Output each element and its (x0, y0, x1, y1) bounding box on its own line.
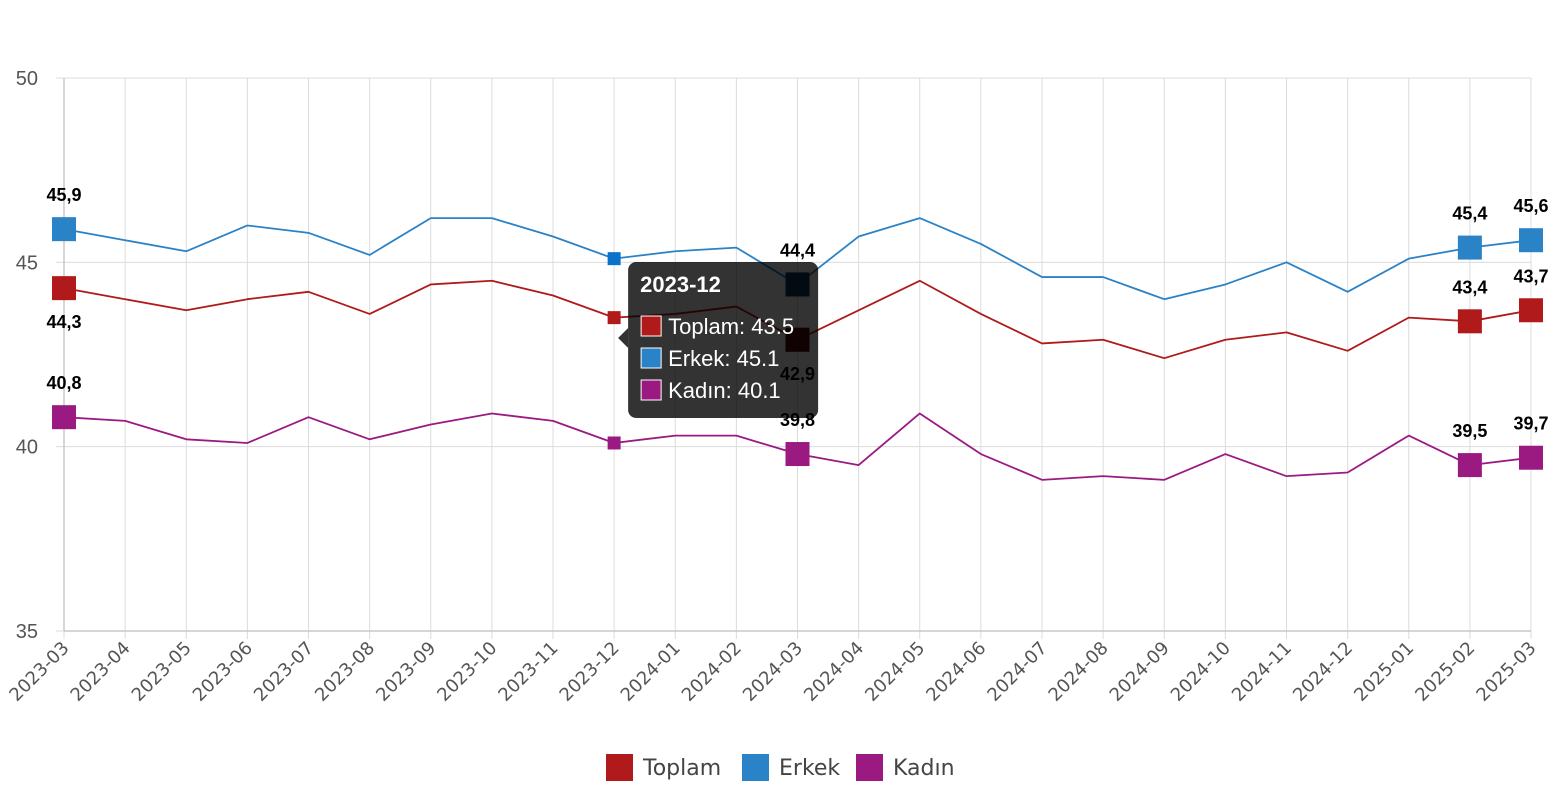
x-tick-label: 2023-05 (128, 638, 196, 706)
legend-swatch (606, 754, 633, 781)
y-tick-label: 45 (16, 252, 38, 274)
x-tick-label: 2024-09 (1106, 638, 1174, 706)
data-point-marker (1519, 445, 1543, 470)
x-tick-label: 2023-07 (250, 638, 318, 706)
data-label: 45,6 (1513, 196, 1548, 216)
data-label: 44,4 (780, 240, 815, 260)
tooltip-title: 2023-12 (640, 272, 721, 297)
legend-swatch (856, 754, 883, 781)
data-point-marker (607, 311, 621, 325)
x-tick-label: 2024-01 (617, 638, 685, 706)
data-label: 45,9 (46, 185, 81, 205)
data-point-marker (1519, 298, 1543, 323)
data-point-marker (1457, 309, 1482, 334)
data-point-marker (52, 405, 76, 430)
data-point-marker (1457, 453, 1482, 478)
data-label: 44,3 (46, 312, 81, 332)
x-tick-label: 2023-10 (433, 638, 501, 706)
data-label: 43,4 (1452, 277, 1487, 297)
x-tick-label: 2025-01 (1350, 638, 1418, 706)
x-tick-label: 2023-08 (311, 638, 379, 706)
data-label: 39,5 (1452, 421, 1487, 441)
data-point-marker (52, 276, 76, 301)
tooltip-row: Kadın: 40.1 (668, 378, 781, 403)
data-point-marker (607, 436, 621, 450)
x-tick-label: 2023-03 (5, 638, 73, 706)
legend-label: Kadın (893, 756, 955, 781)
x-tick-label: 2025-03 (1472, 638, 1540, 706)
data-point-marker (785, 442, 810, 467)
data-point-marker (1519, 228, 1543, 253)
x-tick-label: 2023-11 (494, 638, 562, 706)
x-tick-label: 2023-09 (372, 638, 440, 706)
legend-label: Erkek (779, 756, 840, 781)
data-label: 39,7 (1513, 414, 1548, 434)
x-tick-label: 2024-04 (800, 638, 868, 706)
x-tick-label: 2024-11 (1228, 638, 1296, 706)
data-label: 45,4 (1452, 204, 1487, 224)
x-tick-label: 2024-02 (678, 638, 746, 706)
tooltip-row: Toplam: 43.5 (668, 314, 794, 339)
legend-swatch (742, 754, 769, 781)
tooltip-swatch (640, 379, 662, 401)
x-tick-label: 2024-05 (861, 638, 929, 706)
x-tick-label: 2024-10 (1167, 638, 1235, 706)
x-tick-label: 2024-12 (1289, 638, 1357, 706)
y-tick-label: 50 (16, 68, 38, 90)
tooltip-row: Erkek: 45.1 (668, 346, 779, 371)
x-tick-label: 2024-08 (1045, 638, 1113, 706)
x-tick-label: 2024-06 (922, 638, 990, 706)
data-label: 43,7 (1513, 266, 1548, 286)
legend-label: Toplam (642, 756, 721, 781)
x-tick-label: 2024-03 (739, 638, 807, 706)
tooltip: 2023-12 Toplam: 43.5 Erkek: 45.1 Kadın: 40.… (618, 262, 819, 418)
legend: Toplam Erkek Kadın (606, 754, 955, 781)
tooltip-swatch (640, 315, 662, 337)
x-tick-label: 2023-12 (556, 638, 624, 706)
data-point-marker (52, 217, 76, 242)
y-tick-label: 40 (16, 437, 38, 459)
tooltip-box (628, 262, 819, 418)
tooltip-swatch (640, 347, 662, 369)
x-tick-label: 2023-06 (189, 638, 257, 706)
y-tick-label: 35 (16, 621, 38, 643)
x-tick-label: 2023-04 (67, 638, 135, 706)
data-label: 40,8 (46, 373, 81, 393)
tooltip-caret (618, 328, 629, 348)
x-tick-label: 2025-02 (1411, 638, 1479, 706)
x-tick-label: 2024-07 (983, 638, 1051, 706)
data-point-marker (607, 252, 621, 266)
data-point-marker (1457, 235, 1482, 260)
